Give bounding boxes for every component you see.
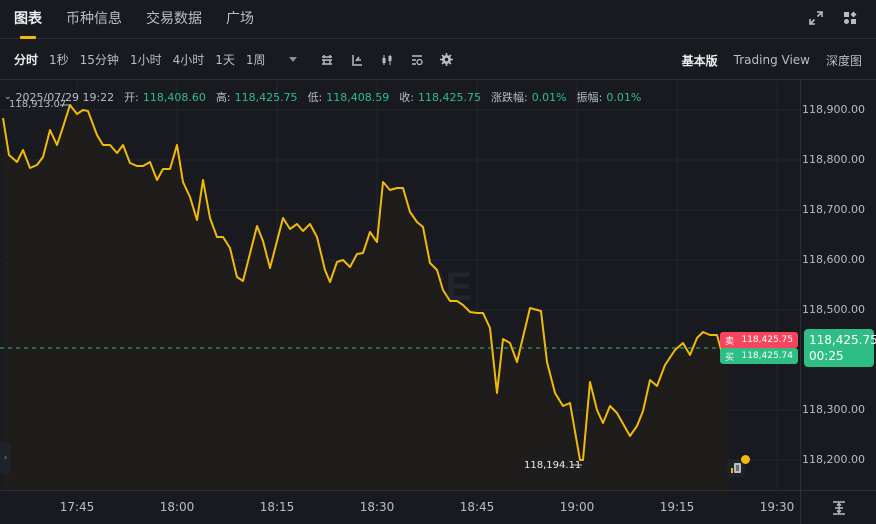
tab-chart[interactable]: 图表: [14, 0, 42, 39]
time-tick: 18:30: [359, 500, 395, 514]
bid-label: 买: [725, 352, 735, 363]
last-price-tag: 118,425.75 00:25: [804, 329, 876, 367]
top-tab-bar: 图表 币种信息 交易数据 广场: [0, 0, 876, 39]
low-value: 118,408.59: [326, 90, 390, 104]
amplitude-value: 0.01%: [606, 90, 642, 104]
chevron-right-icon: ›: [3, 453, 8, 463]
expand-icon[interactable]: [808, 10, 824, 26]
news-button[interactable]: [727, 459, 745, 477]
price-axis[interactable]: 118,900.00 118,800.00 118,700.00 118,600…: [800, 81, 876, 490]
price-line: [2, 104, 728, 461]
time-tick: 19:00: [559, 500, 595, 514]
low-marker-label: 118,194.11: [524, 460, 582, 471]
close-label: 收:: [399, 91, 414, 104]
bid-price: 118,425.74: [741, 351, 793, 361]
price-tick: 118,500.00: [802, 303, 865, 316]
collapse-chevron-icon[interactable]: ⌄: [4, 92, 12, 102]
last-price-value: 118,425.75: [809, 333, 876, 347]
time-tick: 18:45: [459, 500, 495, 514]
open-label: 开:: [124, 91, 139, 104]
notification-dot: [741, 455, 750, 464]
settings-icon[interactable]: [439, 52, 455, 68]
auto-scale-button[interactable]: [800, 490, 876, 524]
price-chart[interactable]: BINANCE: [0, 81, 800, 490]
price-tick: 118,800.00: [802, 153, 865, 166]
news-icon: [731, 463, 741, 473]
time-tick: 18:15: [259, 500, 295, 514]
amplitude-label: 振幅:: [576, 91, 603, 104]
interval-15m[interactable]: 15分钟: [79, 53, 119, 67]
time-axis[interactable]: 17:45 18:00 18:15 18:30 18:45 19:00 19:1…: [0, 490, 800, 524]
legend-datetime: 2025/07/29 19:22: [15, 90, 115, 104]
indicator-icon[interactable]: [349, 52, 365, 68]
change-label: 涨跌幅:: [490, 91, 528, 104]
interval-1d[interactable]: 1天: [215, 53, 235, 67]
interval-4h[interactable]: 4小时: [172, 53, 205, 67]
expand-left-panel-button[interactable]: ›: [0, 442, 11, 474]
widgets-icon[interactable]: [842, 10, 858, 26]
chart-type-icon[interactable]: [319, 52, 335, 68]
change-value: 0.01%: [531, 90, 567, 104]
layout-icon[interactable]: [409, 52, 425, 68]
open-value: 118,408.60: [142, 90, 206, 104]
view-tradingview[interactable]: Trading View: [733, 53, 810, 67]
price-tick: 118,700.00: [802, 203, 865, 216]
fit-vertical-icon: [832, 500, 845, 515]
low-label: 低:: [307, 91, 323, 104]
interval-1w[interactable]: 1周: [245, 53, 266, 67]
time-tick: 19:15: [659, 500, 695, 514]
interval-1s[interactable]: 1秒: [49, 53, 69, 67]
time-tick: 18:00: [159, 500, 195, 514]
high-marker-label: 118,913.07: [9, 99, 67, 110]
interval-time-share[interactable]: 分时: [14, 53, 39, 67]
time-tick: 19:30: [759, 500, 795, 514]
price-tick: 118,900.00: [802, 103, 865, 116]
time-tick: 17:45: [59, 500, 95, 514]
price-area: [3, 105, 727, 490]
bid-tag: 买 118,425.74: [720, 348, 798, 364]
price-tick: 118,600.00: [802, 253, 865, 266]
chart-toolbar: 分时 1秒 15分钟 1小时 4小时 1天 1周 基本版 Trading Vie…: [0, 40, 876, 80]
candle-countdown: 00:25: [809, 349, 844, 363]
candle-icon[interactable]: [379, 52, 395, 68]
tab-trading-data[interactable]: 交易数据: [146, 10, 202, 27]
close-value: 118,425.75: [417, 90, 481, 104]
view-depth[interactable]: 深度图: [825, 53, 862, 68]
tab-square[interactable]: 广场: [226, 10, 254, 27]
view-basic[interactable]: 基本版: [681, 53, 718, 68]
price-tick: 118,300.00: [802, 403, 865, 416]
tab-coin-info[interactable]: 币种信息: [66, 10, 122, 27]
high-label: 高:: [215, 91, 231, 104]
interval-1h[interactable]: 1小时: [129, 53, 162, 67]
high-value: 118,425.75: [234, 90, 298, 104]
caret-down-icon[interactable]: [285, 52, 301, 68]
ask-price: 118,425.75: [741, 335, 793, 345]
ask-tag: 卖 118,425.75: [720, 332, 798, 348]
price-tick: 118,200.00: [802, 453, 865, 466]
ohlc-legend: ⌄ 2025/07/29 19:22 开: 118,408.60 高: 118,…: [4, 89, 647, 105]
ask-label: 卖: [725, 336, 735, 347]
